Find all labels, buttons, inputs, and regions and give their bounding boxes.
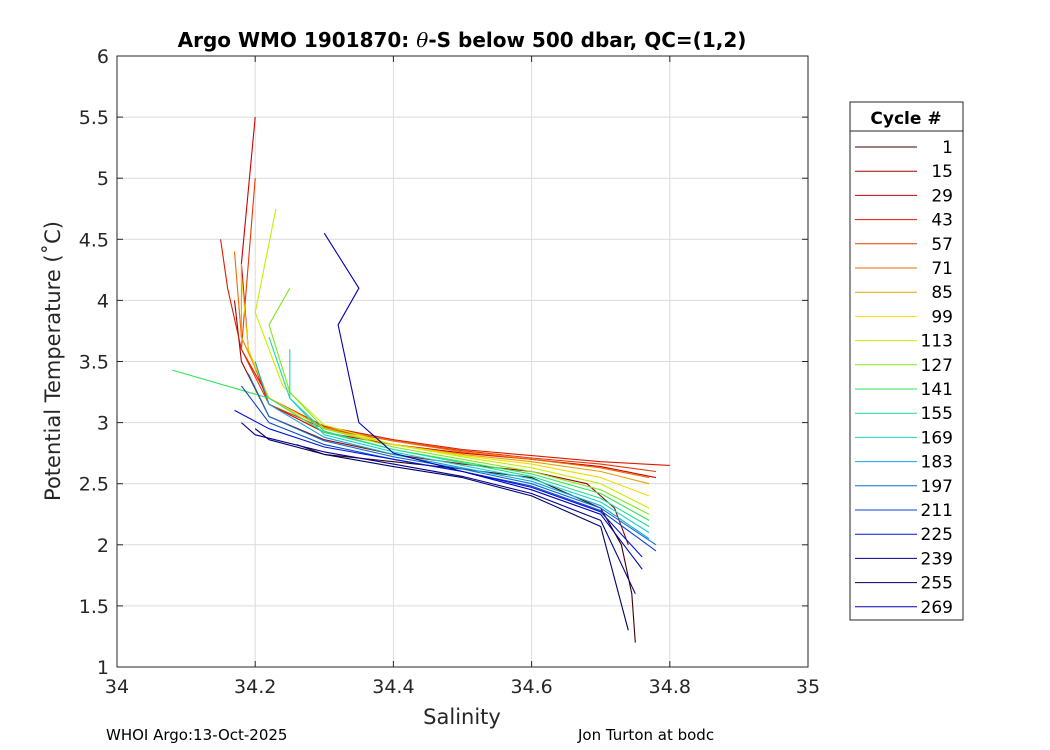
x-tick-label: 34.4 (372, 676, 414, 698)
legend-label-255: 255 (921, 574, 953, 594)
series-line-cycle-169 (289, 349, 650, 534)
y-tick-label: 2.5 (79, 474, 109, 496)
axis-ticks: 34 34.2 34.4 34.6 34.8 35 1 1.5 2 2.5 3 3.5 4 4.5 5 5.5… (79, 46, 820, 698)
legend-label-71: 71 (931, 259, 953, 279)
x-tick-label: 34.8 (649, 676, 691, 698)
y-tick-label: 2 (97, 535, 109, 557)
y-tick-label: 1.5 (79, 596, 109, 618)
chart-title: Argo WMO 1901870: θ-S below 500 dbar, QC… (178, 28, 747, 52)
y-tick-label: 6 (97, 46, 109, 68)
legend-label-1: 1 (942, 138, 953, 158)
y-axis-label: Potential Temperature (˚C) (41, 221, 65, 501)
x-tick-label: 34.6 (510, 676, 552, 698)
footer-right: Jon Turton at bodc (578, 726, 715, 744)
y-tick-label: 5 (97, 168, 109, 190)
y-tick-label: 5.5 (79, 107, 109, 129)
legend: Cycle # 1 15 29 43 57 71 85 99 113 127 141 155 169 18… (849, 101, 964, 621)
series-lines (172, 117, 670, 643)
y-tick-label: 4.5 (79, 229, 109, 251)
legend-label-29: 29 (931, 186, 953, 206)
series-line-cycle-141 (172, 369, 650, 521)
legend-label-57: 57 (931, 235, 953, 255)
legend-label-43: 43 (931, 211, 953, 231)
series-line-cycle-225 (234, 409, 643, 558)
legend-label-225: 225 (921, 525, 953, 545)
x-tick-label: 35 (796, 676, 820, 698)
y-tick-label: 1 (97, 657, 109, 679)
legend-label-15: 15 (931, 162, 953, 182)
series-line-cycle-127 (268, 287, 650, 515)
legend-label-211: 211 (921, 501, 953, 521)
legend-label-269: 269 (921, 598, 953, 618)
legend-title: Cycle # (870, 109, 941, 129)
series-line-cycle-43 (220, 239, 670, 466)
legend-box (849, 101, 964, 621)
y-tick-label: 3.5 (79, 352, 109, 374)
legend-label-99: 99 (931, 307, 953, 327)
x-tick-label: 34.2 (234, 676, 276, 698)
series-line-cycle-255 (254, 428, 629, 631)
legend-label-197: 197 (921, 477, 953, 497)
series-line-cycle-113 (254, 208, 650, 509)
series-line-cycle-57 (240, 178, 657, 473)
legend-label-169: 169 (921, 428, 953, 448)
legend-label-113: 113 (921, 332, 953, 352)
chart-title-prefix: Argo WMO 1901870: (178, 28, 417, 52)
series-line-cycle-269 (323, 232, 643, 570)
legend-label-155: 155 (921, 404, 953, 424)
x-tick-label: 34 (105, 676, 129, 698)
y-tick-label: 4 (97, 290, 109, 312)
legend-label-183: 183 (921, 453, 953, 473)
series-line-cycle-29 (240, 117, 657, 479)
series-line-cycle-1 (296, 444, 636, 643)
x-axis-label: Salinity (423, 705, 501, 729)
chart-title-theta: θ (416, 28, 428, 52)
y-tick-label: 3 (97, 413, 109, 435)
chart-title-suffix: -S below 500 dbar, QC=(1,2) (428, 28, 746, 52)
legend-label-239: 239 (921, 549, 953, 569)
legend-entries: 1 15 29 43 57 71 85 99 113 127 141 155 169 183 197 211 2… (855, 138, 953, 618)
series-line-cycle-155 (268, 336, 650, 527)
footer-left: WHOI Argo:13-Oct-2025 (106, 726, 288, 744)
series-line-cycle-71 (233, 251, 650, 479)
legend-label-127: 127 (921, 356, 953, 376)
grid (116, 55, 809, 668)
series-line-cycle-197 (247, 373, 657, 546)
legend-label-141: 141 (921, 380, 953, 400)
legend-label-85: 85 (931, 283, 953, 303)
series-line-cycle-183 (254, 361, 650, 540)
